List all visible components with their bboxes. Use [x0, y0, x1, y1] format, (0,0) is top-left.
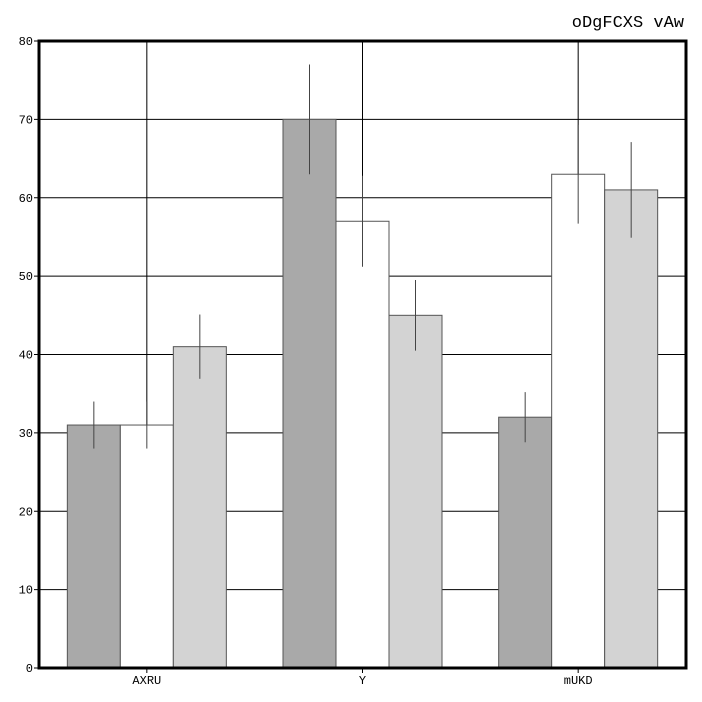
x-tick-label: mUKD	[564, 674, 593, 688]
y-tick-label: 30	[19, 427, 33, 441]
bar	[282, 118, 337, 669]
bar	[604, 189, 659, 669]
plot-frame	[37, 39, 688, 670]
bars	[66, 118, 659, 669]
bar	[335, 220, 390, 669]
y-tick-label: 60	[19, 192, 33, 206]
y-tick-label: 50	[19, 270, 33, 284]
bar	[551, 173, 606, 669]
bar	[498, 416, 553, 669]
y-tick-label: 0	[26, 662, 33, 676]
x-tick-label: AXRU	[132, 674, 161, 688]
bar	[388, 314, 443, 669]
chart-title: oDgFCXS vAw	[571, 14, 684, 33]
y-tick-label: 70	[19, 113, 33, 127]
y-tick-label: 20	[19, 505, 33, 519]
y-tick-label: 10	[19, 584, 33, 598]
y-tick-label: 40	[19, 349, 33, 363]
x-tick-label: Y	[359, 674, 366, 688]
axes	[34, 39, 688, 673]
y-tick-label: 80	[19, 35, 33, 49]
bar	[66, 424, 121, 669]
error-bars	[93, 64, 632, 449]
bar	[119, 424, 174, 669]
bar	[172, 346, 227, 669]
